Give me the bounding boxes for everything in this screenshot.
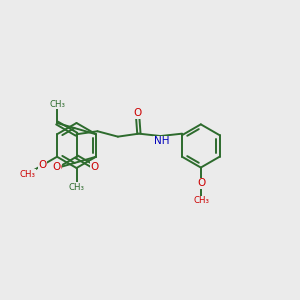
Text: CH₃: CH₃: [68, 183, 85, 192]
Text: CH₃: CH₃: [20, 169, 35, 178]
Text: NH: NH: [154, 136, 170, 146]
Text: O: O: [53, 163, 61, 173]
Text: O: O: [197, 178, 206, 188]
Text: O: O: [38, 160, 47, 170]
Text: O: O: [52, 162, 61, 172]
Text: O: O: [133, 108, 142, 118]
Text: CH₃: CH₃: [194, 196, 210, 205]
Text: O: O: [90, 162, 98, 172]
Text: CH₃: CH₃: [49, 100, 65, 109]
